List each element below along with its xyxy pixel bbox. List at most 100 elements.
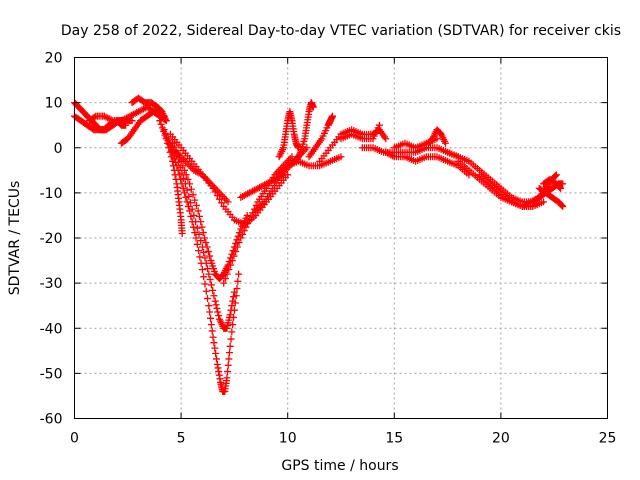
series-arc-hump	[316, 126, 390, 165]
data-point	[558, 202, 566, 210]
data-point	[184, 175, 192, 183]
x-axis-title: GPS time / hours	[281, 458, 398, 474]
data-point	[218, 199, 226, 207]
series-arc-spikes-1	[275, 108, 302, 161]
series-arc-bump-17	[424, 126, 449, 147]
chart-title: Day 258 of 2022, Sidereal Day-to-day VTE…	[61, 23, 621, 39]
data-point	[200, 248, 208, 256]
data-point	[164, 135, 172, 143]
data-point	[212, 301, 220, 309]
x-tick-label: 15	[385, 431, 403, 447]
data-point	[205, 270, 213, 278]
y-tick-label: 10	[45, 96, 63, 112]
data-point	[181, 166, 189, 174]
data-point	[232, 248, 240, 256]
data-point	[223, 374, 231, 382]
data-point	[212, 355, 220, 363]
data-point	[225, 355, 233, 363]
data-point	[557, 184, 565, 192]
data-point	[202, 239, 210, 247]
data-point	[187, 212, 195, 220]
data-point	[221, 275, 229, 283]
data-point	[234, 277, 242, 285]
data-point	[207, 281, 215, 289]
data-point	[184, 202, 192, 210]
tick-layer: 0 5 10 15 20 25 -60 -50 -40 -30 -20 -10 0 10 20	[40, 51, 617, 447]
data-point	[226, 342, 234, 350]
series-arc-dip-5	[173, 148, 232, 206]
data-point	[235, 270, 243, 278]
data-point	[309, 103, 317, 111]
x-tick-label: 20	[492, 431, 510, 447]
data-point	[204, 294, 212, 302]
data-point	[180, 174, 188, 182]
x-tick-label: 0	[70, 431, 79, 447]
data-point	[156, 117, 164, 125]
data-point	[191, 196, 199, 204]
data-point	[211, 344, 219, 352]
data-point	[201, 280, 209, 288]
data-point	[556, 183, 564, 191]
data-point	[220, 279, 228, 287]
data-layer	[71, 94, 567, 395]
data-point	[91, 113, 99, 121]
data-point	[210, 292, 218, 300]
data-point	[229, 321, 237, 329]
data-point	[208, 327, 216, 335]
data-point	[199, 229, 207, 237]
data-point	[194, 207, 202, 215]
data-point	[205, 302, 213, 310]
data-point	[239, 230, 247, 238]
data-point	[191, 229, 199, 237]
series-arc-spikes-2	[292, 99, 317, 165]
data-point	[179, 184, 187, 192]
data-point	[206, 308, 214, 316]
data-point	[203, 243, 211, 251]
data-point	[190, 211, 198, 219]
y-tick-label: -30	[40, 276, 63, 292]
data-point	[192, 202, 200, 210]
data-point	[185, 192, 193, 200]
data-point	[540, 198, 548, 206]
y-tick-label: 0	[54, 141, 63, 157]
data-point	[214, 308, 222, 316]
series-arc-plateau-3	[390, 135, 441, 152]
series-arc-late-1	[444, 148, 537, 206]
data-point	[240, 227, 248, 235]
series-arc-end-4	[540, 175, 565, 192]
data-point	[204, 265, 212, 273]
data-point	[227, 306, 235, 314]
data-point	[183, 186, 191, 194]
data-point	[225, 349, 233, 357]
data-point	[288, 153, 296, 161]
data-point	[227, 261, 235, 269]
data-point	[183, 198, 191, 206]
data-point	[178, 229, 186, 237]
data-point	[198, 223, 206, 231]
data-point	[182, 171, 190, 179]
data-point	[551, 172, 559, 180]
data-point	[226, 311, 234, 319]
data-point	[193, 224, 201, 232]
data-point	[200, 273, 208, 281]
data-point	[189, 223, 197, 231]
data-point	[552, 171, 560, 179]
data-point	[243, 211, 251, 219]
data-point	[201, 234, 209, 242]
data-point	[232, 239, 240, 247]
y-axis-title: SDTVAR / TECUs	[7, 181, 23, 296]
data-point	[197, 218, 205, 226]
data-point	[223, 270, 231, 278]
y-tick-label: 20	[45, 51, 63, 67]
data-point	[224, 368, 232, 376]
y-tick-label: -40	[40, 321, 63, 337]
data-point	[210, 339, 218, 347]
y-tick-label: -60	[40, 412, 63, 428]
y-tick-label: -50	[40, 366, 63, 382]
x-tick-label: 10	[279, 431, 297, 447]
data-point	[186, 199, 194, 207]
data-point	[182, 193, 190, 201]
series-arc-low-band	[273, 153, 345, 179]
data-point	[382, 135, 390, 143]
